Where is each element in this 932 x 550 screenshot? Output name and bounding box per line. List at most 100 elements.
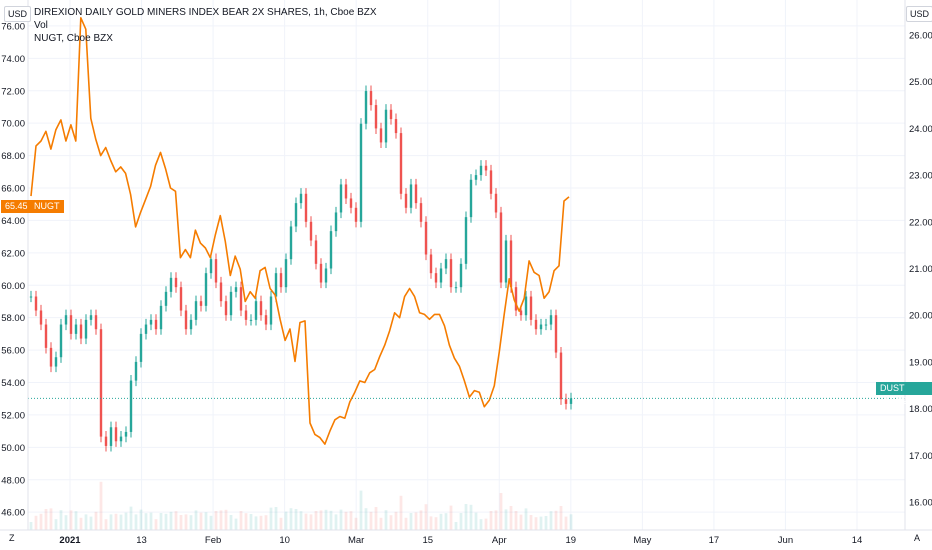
dust-candle bbox=[454, 287, 458, 289]
volume-bar bbox=[299, 511, 303, 530]
dust-candle bbox=[339, 184, 343, 213]
legend-vol[interactable]: Vol bbox=[34, 20, 48, 31]
dust-candle bbox=[84, 319, 88, 339]
volume-bar bbox=[564, 516, 568, 530]
volume-bar bbox=[419, 510, 423, 530]
volume-bar bbox=[314, 511, 318, 530]
time-axis-tick-1: 13 bbox=[136, 535, 147, 546]
dust-candle bbox=[464, 217, 468, 264]
nugt-price-name: NUGT bbox=[34, 201, 60, 211]
dust-candle bbox=[234, 287, 238, 292]
volume-bar bbox=[54, 519, 58, 530]
volume-bar bbox=[399, 495, 403, 530]
volume-bar bbox=[104, 519, 108, 530]
dust-candle bbox=[394, 119, 398, 134]
left-axis-tick-6: 58.00 bbox=[1, 313, 25, 324]
volume-bar bbox=[524, 508, 528, 530]
time-axis-tick-8: May bbox=[633, 535, 651, 546]
dust-candle bbox=[154, 319, 158, 330]
volume-bar bbox=[224, 509, 228, 530]
dust-candle bbox=[34, 296, 38, 311]
volume-bar bbox=[229, 515, 233, 530]
nugt-price-tag: 65.45 NUGT bbox=[1, 200, 64, 213]
dust-candle bbox=[134, 361, 138, 381]
volume-bar bbox=[194, 510, 198, 530]
volume-bar bbox=[344, 511, 348, 530]
dust-candle bbox=[404, 193, 408, 208]
dust-candle bbox=[69, 315, 73, 334]
dust-candle bbox=[539, 324, 543, 330]
time-axis-tick-3: 10 bbox=[279, 535, 290, 546]
dust-candle bbox=[329, 231, 333, 269]
dust-candle bbox=[369, 91, 373, 106]
volume-bar bbox=[504, 509, 508, 530]
volume-bar bbox=[404, 517, 408, 530]
volume-bar bbox=[129, 506, 133, 530]
left-axis-tick-4: 54.00 bbox=[1, 378, 25, 389]
dust-candle bbox=[409, 184, 413, 208]
left-axis-tick-9: 64.00 bbox=[1, 216, 25, 227]
right-axis-tick-3: 19.00 bbox=[909, 357, 932, 368]
right-axis-tick-0: 16.00 bbox=[909, 497, 932, 508]
auto-scale-button[interactable]: A bbox=[914, 533, 921, 543]
volume-bar bbox=[44, 509, 48, 530]
dust-candle bbox=[534, 319, 538, 330]
dust-candle bbox=[389, 109, 393, 120]
dust-candle bbox=[94, 315, 98, 330]
time-axis-tick-5: 15 bbox=[422, 535, 433, 546]
dust-candle bbox=[99, 329, 103, 437]
dust-candle bbox=[334, 212, 338, 232]
right-axis-tick-8: 24.00 bbox=[909, 124, 932, 135]
dust-candle bbox=[264, 315, 268, 325]
volume-bar bbox=[459, 513, 463, 530]
volume-bar bbox=[514, 511, 518, 530]
dust-candle bbox=[39, 310, 43, 325]
volume-bar bbox=[189, 515, 193, 530]
right-price-axis[interactable]: 16.00 17.00 18.00 19.00 20.00 21.00 22.00 23.00… bbox=[909, 31, 932, 509]
currency-left-label[interactable]: USD bbox=[4, 6, 32, 22]
dust-candle bbox=[569, 398, 573, 404]
legend-compare[interactable]: NUGT, Cboe BZX bbox=[34, 33, 113, 44]
currency-right-label[interactable]: USD bbox=[906, 6, 932, 22]
volume-bar bbox=[169, 511, 173, 530]
dust-candle bbox=[509, 240, 513, 288]
volume-bar bbox=[199, 512, 203, 530]
dust-candle bbox=[379, 128, 383, 143]
volume-bar bbox=[269, 507, 273, 530]
zoom-button[interactable]: Z bbox=[9, 533, 15, 543]
left-price-axis[interactable]: 46.00 48.00 50.00 52.00 54.00 56.00 58.00 60.00… bbox=[1, 21, 25, 518]
dust-candle bbox=[494, 193, 498, 213]
dust-candle bbox=[349, 198, 353, 208]
dust-candle bbox=[399, 133, 403, 194]
volume-bar bbox=[559, 506, 563, 530]
time-axis[interactable]: 2021 13 Feb 10 Mar 15 Apr 19 May 17 Jun 14 bbox=[59, 535, 862, 546]
dust-price-value: 18.22 bbox=[885, 396, 908, 406]
volume-bar bbox=[29, 522, 33, 530]
dust-candle bbox=[49, 347, 53, 367]
volume-bar bbox=[569, 514, 573, 530]
dust-candle bbox=[209, 259, 213, 274]
left-axis-tick-14: 74.00 bbox=[1, 54, 25, 65]
dust-candle bbox=[429, 254, 433, 274]
dust-candle bbox=[489, 170, 493, 194]
dust-price-tag: DUST 18.22 bbox=[876, 382, 932, 406]
volume-bar bbox=[234, 518, 238, 530]
dust-candle bbox=[434, 273, 438, 283]
time-axis-tick-10: Jun bbox=[778, 535, 793, 546]
volume-bar bbox=[499, 493, 503, 530]
volume-bar bbox=[134, 514, 138, 530]
volume-bar bbox=[444, 513, 448, 530]
dust-candle bbox=[544, 324, 548, 326]
dust-candle bbox=[479, 165, 483, 176]
volume-bar bbox=[304, 513, 308, 530]
dust-candle bbox=[109, 427, 113, 446]
volume-bar bbox=[349, 511, 353, 530]
volume-bar bbox=[89, 516, 93, 530]
nugt-line-path bbox=[30, 16, 570, 445]
dust-candle bbox=[79, 324, 83, 339]
dust-candle bbox=[309, 221, 313, 241]
dust-candle bbox=[214, 259, 218, 283]
dust-candle bbox=[114, 427, 118, 442]
dust-candle bbox=[444, 259, 448, 269]
